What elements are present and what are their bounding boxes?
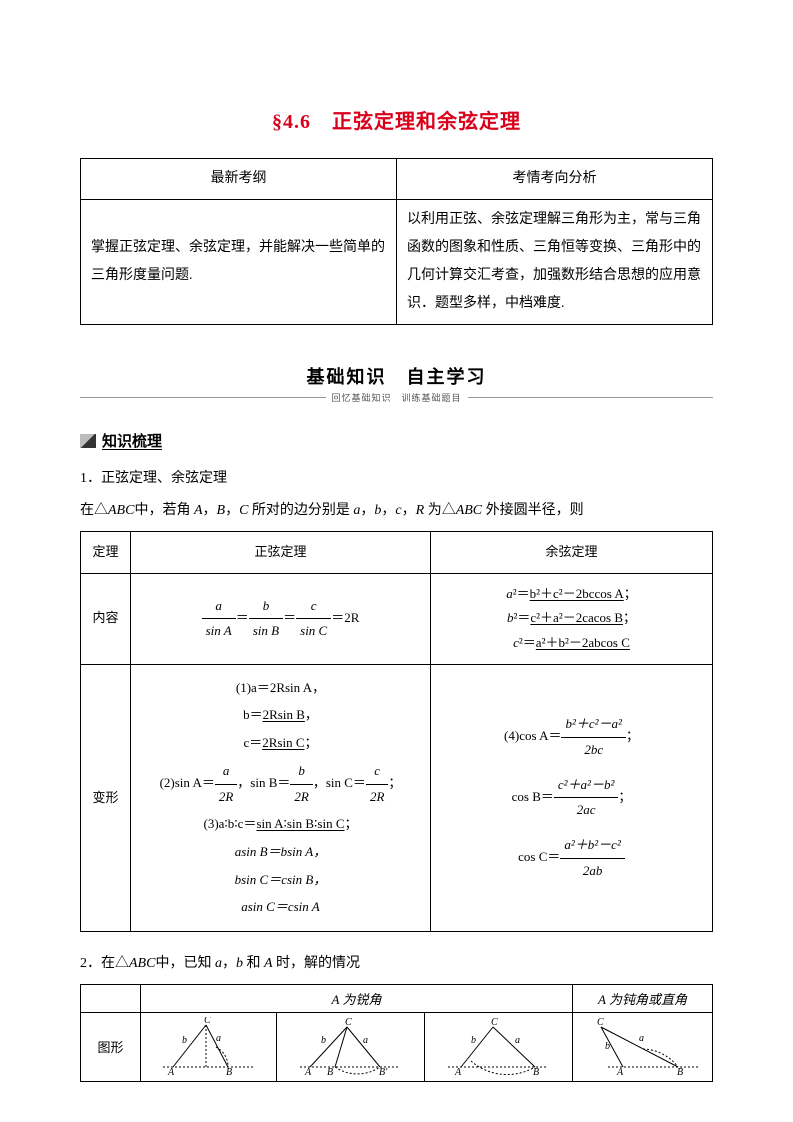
square-icon [80, 434, 96, 448]
paragraph-1: 1．正弦定理、余弦定理 [80, 465, 713, 493]
t3-empty-h [81, 984, 141, 1012]
t3-fig1: A B C b a [141, 1012, 277, 1081]
svg-text:C: C [204, 1017, 211, 1026]
svg-text:B: B [533, 1067, 539, 1077]
svg-text:b: b [182, 1035, 187, 1046]
theorem-table: 定理 正弦定理 余弦定理 内容 asin A＝bsin B＝csin C＝2R … [80, 531, 713, 932]
svg-text:C: C [491, 1017, 498, 1028]
svg-text:A: A [304, 1067, 312, 1077]
solutions-table: A 为锐角 A 为钝角或直角 图形 A B C b a [80, 984, 713, 1082]
svg-text:b: b [321, 1035, 326, 1046]
triangle-icon: A B C b a [158, 1017, 258, 1077]
t3-fig3: A B C b a [424, 1012, 572, 1081]
svg-text:b: b [605, 1041, 610, 1052]
triangle-icon: A B C b a [443, 1017, 553, 1077]
svg-text:b: b [471, 1035, 476, 1046]
subheading-main: 基础知识 自主学习 [80, 363, 713, 389]
t3-fig2: A B B′ C b a [276, 1012, 424, 1081]
t2-h2: 余弦定理 [431, 532, 713, 574]
t2-r2-label: 变形 [81, 664, 131, 931]
t1-h2: 考情考向分析 [397, 159, 713, 200]
t3-h2: A 为钝角或直角 [573, 984, 713, 1012]
t1-c2: 以利用正弦、余弦定理解三角形为主，常与三角函数的图象和性质、三角恒等变换、三角形… [397, 200, 713, 325]
t2-sine-variant: (1)a＝2Rsin A， b＝2Rsin B， c＝2Rsin C； (2)s… [131, 664, 431, 931]
syllabus-table: 最新考纲 考情考向分析 掌握正弦定理、余弦定理，并能解决一些简单的三角形度量问题… [80, 158, 713, 325]
triangle-icon: A B C b a [583, 1017, 703, 1077]
t2-sine-content: asin A＝bsin B＝csin C＝2R [131, 573, 431, 664]
svg-text:A: A [616, 1067, 624, 1077]
triangle-icon: A B B′ C b a [295, 1017, 405, 1077]
svg-text:B: B [327, 1067, 333, 1077]
page-title: §4.6 正弦定理和余弦定理 [80, 105, 713, 134]
t2-cosine-variant: (4)cos A＝b²＋c²－a²2bc； cos B＝c²＋a²－b²2ac；… [431, 664, 713, 931]
paragraph-2: 在△ABC中，若角 A，B，C 所对的边分别是 a，b，c，R 为△ABC 外接… [80, 497, 713, 525]
svg-text:C: C [597, 1017, 604, 1028]
divider-line [80, 397, 326, 398]
t1-c1: 掌握正弦定理、余弦定理，并能解决一些简单的三角形度量问题. [81, 200, 397, 325]
divider-line [468, 397, 714, 398]
t2-h1: 正弦定理 [131, 532, 431, 574]
svg-text:a: a [639, 1033, 644, 1044]
t2-h0: 定理 [81, 532, 131, 574]
svg-text:A: A [167, 1067, 175, 1077]
svg-text:a: a [363, 1035, 368, 1046]
t1-h1: 最新考纲 [81, 159, 397, 200]
paragraph-3: 2．在△ABC中，已知 a，b 和 A 时，解的情况 [80, 950, 713, 978]
t2-cosine-content: a²＝b²＋c²－2bccos A； b²＝c²＋a²－2cacos B； c²… [431, 573, 713, 664]
svg-text:B: B [677, 1067, 683, 1077]
svg-text:A: A [454, 1067, 462, 1077]
svg-text:a: a [515, 1035, 520, 1046]
t3-h1: A 为锐角 [141, 984, 573, 1012]
svg-text:a: a [216, 1033, 221, 1044]
subheading: 基础知识 自主学习 回忆基础知识 训练基础题目 [80, 363, 713, 404]
subheading-small: 回忆基础知识 训练基础题目 [332, 391, 462, 404]
t2-r1-label: 内容 [81, 573, 131, 664]
section-knowledge-title: 知识梳理 [102, 430, 162, 451]
svg-text:B: B [226, 1067, 232, 1077]
section-knowledge-header: 知识梳理 [80, 430, 713, 451]
svg-text:C: C [345, 1017, 352, 1028]
svg-text:B′: B′ [379, 1067, 388, 1077]
t3-fig4: A B C b a [573, 1012, 713, 1081]
t3-r1-label: 图形 [81, 1012, 141, 1081]
